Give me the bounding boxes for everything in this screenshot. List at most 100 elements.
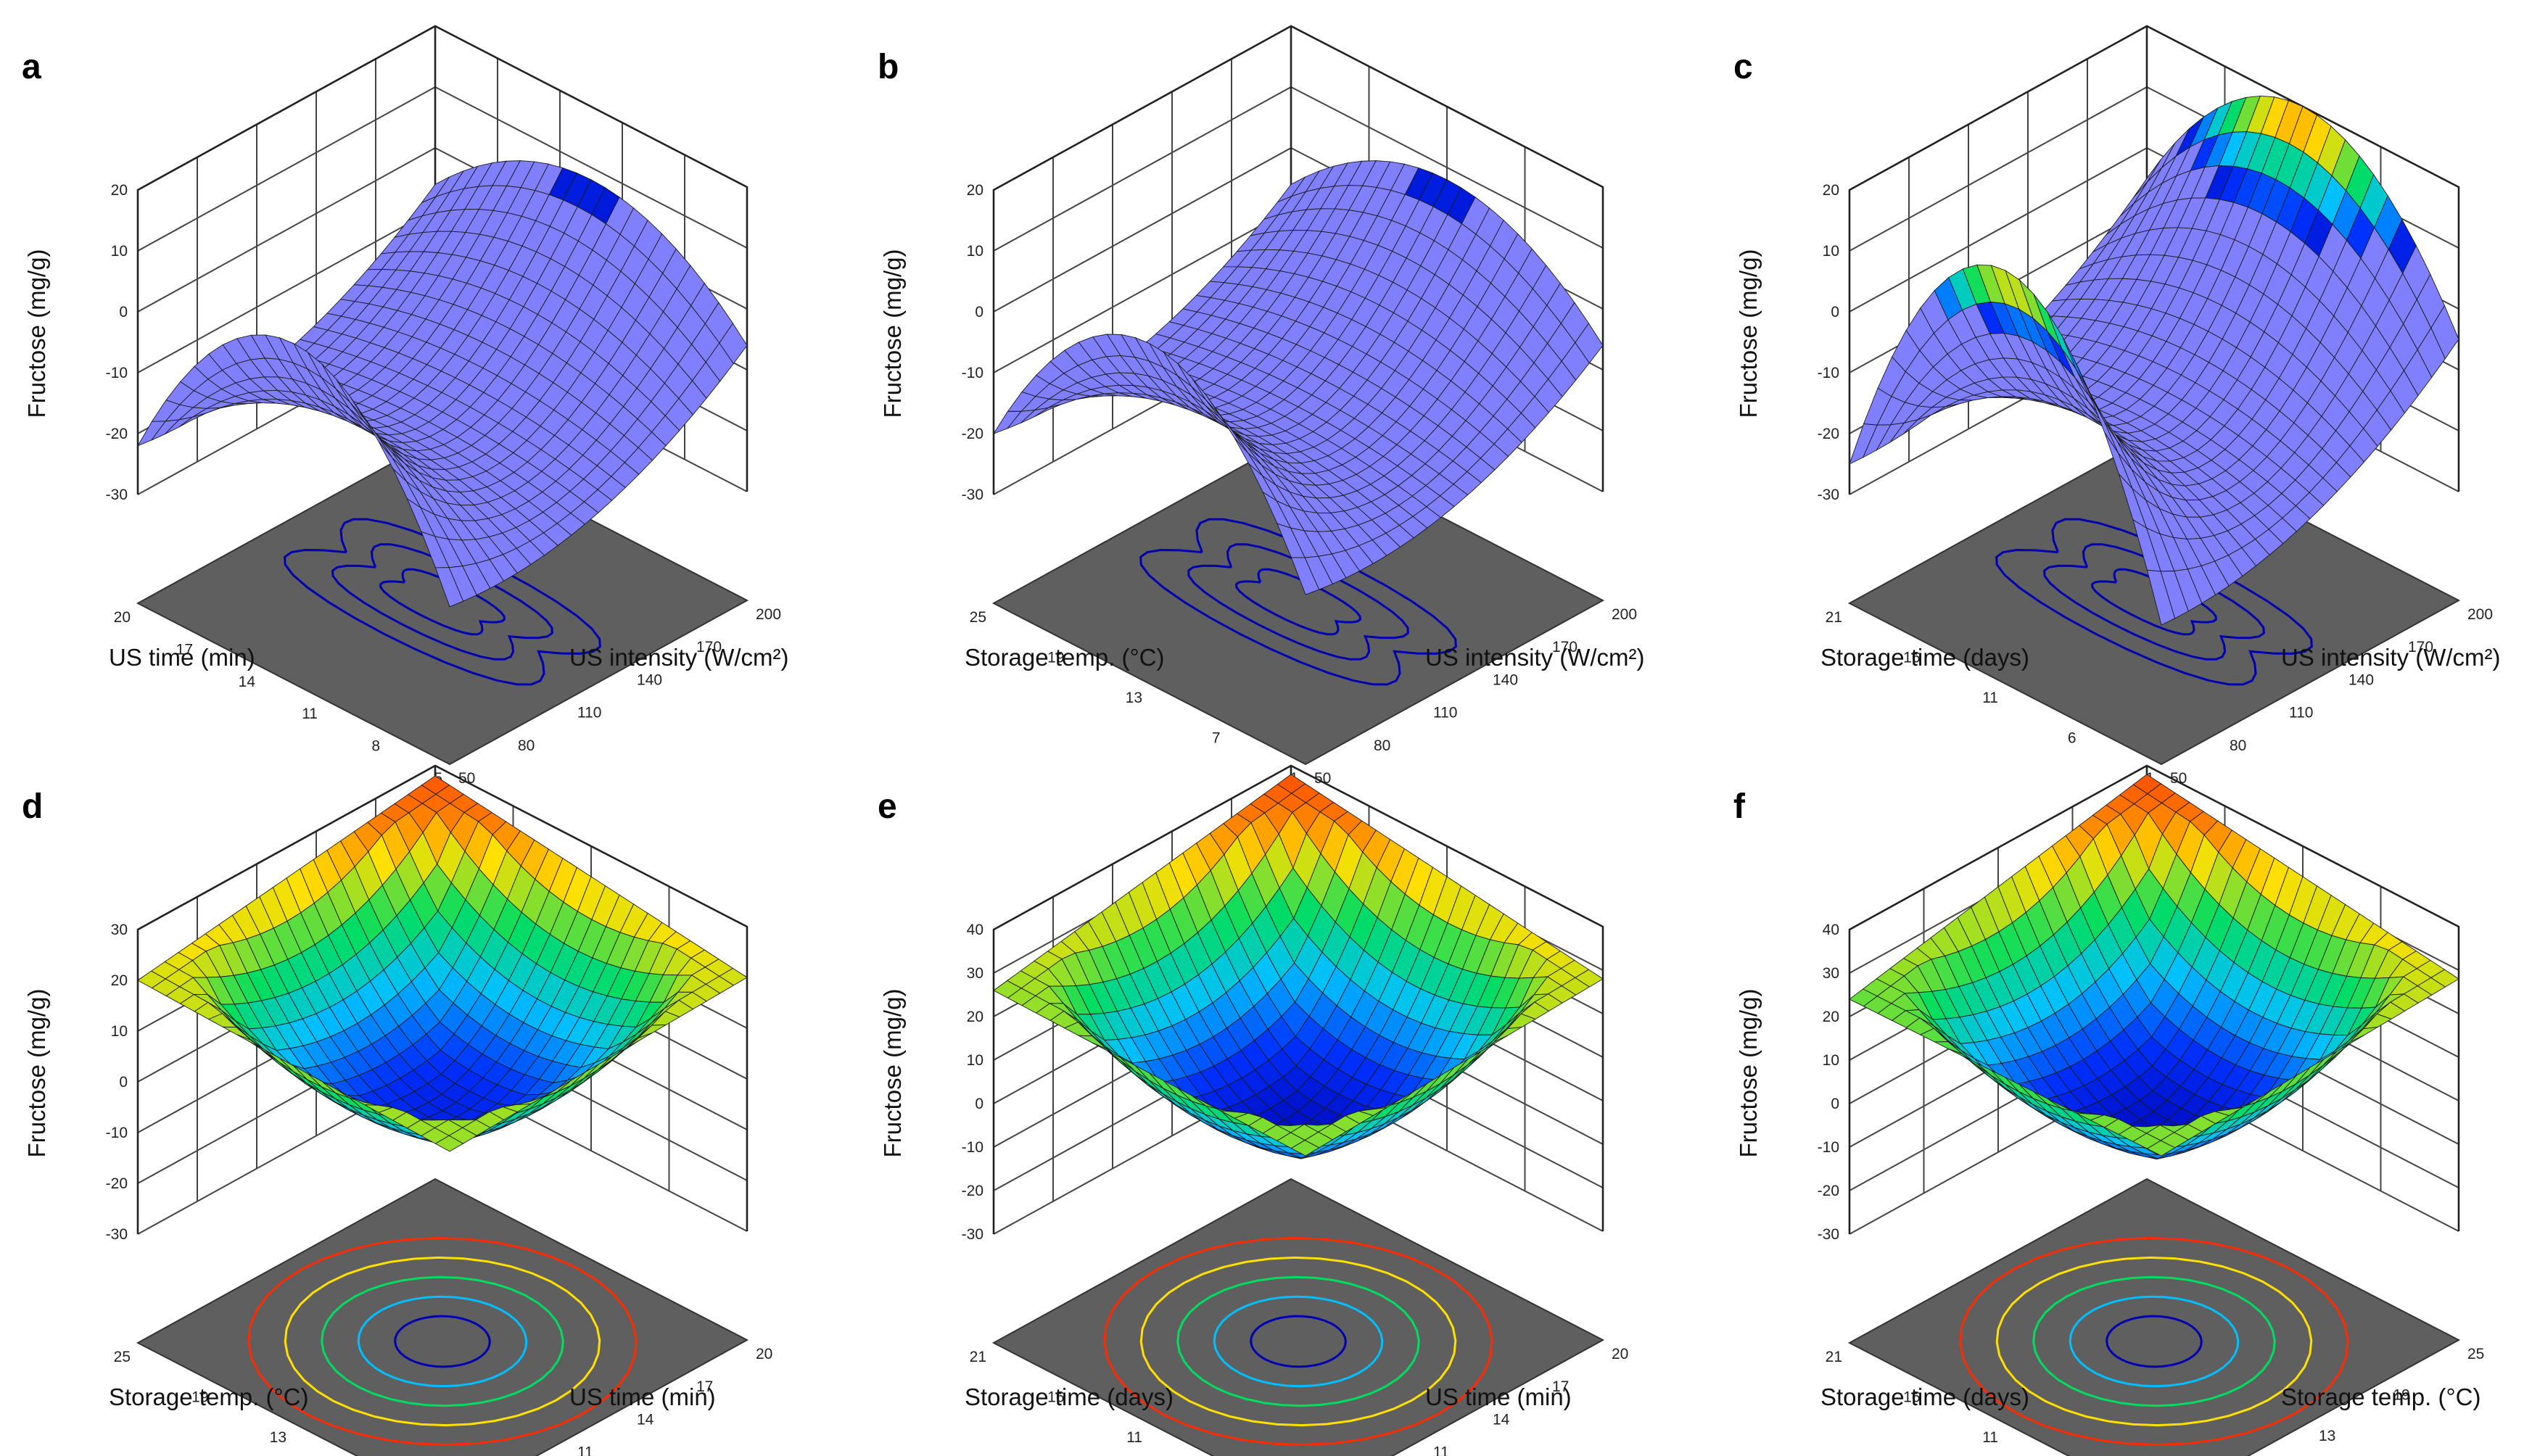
y-tick-label: 50 [458, 770, 475, 787]
z-tick-label: 30 [1823, 965, 1839, 982]
y-tick-label: 110 [2289, 705, 2313, 721]
y-tick-label: 200 [756, 606, 781, 623]
z-tick-label: -20 [106, 1175, 128, 1192]
z-tick-label: 20 [967, 182, 983, 199]
y-axis-label: US intensity (W/cm²) [2281, 644, 2501, 671]
z-axis-label: Fructose (mg/g) [1735, 989, 1762, 1158]
z-axis-label: Fructose (mg/g) [23, 989, 50, 1158]
z-tick-label: -30 [1818, 487, 1839, 503]
z-tick-label: 10 [967, 1052, 983, 1069]
y-tick-label: 110 [577, 705, 601, 721]
contour-line [331, 543, 553, 661]
z-tick-label: 40 [1823, 922, 1839, 938]
panel-f: -30-20-100102030401611162117131925fFruct… [1733, 764, 2484, 1456]
z-tick-label: -30 [1818, 1226, 1839, 1243]
y-tick-label: 170 [696, 639, 722, 655]
z-tick-label: 30 [111, 922, 128, 938]
y-axis-label: US intensity (W/cm²) [569, 644, 789, 671]
contour-line [1235, 568, 1361, 636]
x-axis-label: Storage temp. (°C) [109, 1383, 308, 1410]
z-tick-label: 20 [111, 972, 128, 989]
x-axis-label: US time (min) [109, 644, 255, 671]
y-axis-label: US time (min) [569, 1383, 716, 1410]
x-axis-label: Storage temp. (°C) [965, 644, 1164, 671]
y-axis-label: US time (min) [1425, 1383, 1572, 1410]
panel-letter: f [1733, 787, 1746, 826]
grid-line [1849, 25, 2459, 191]
y-tick-label: 80 [1374, 737, 1390, 754]
z-tick-label: -30 [962, 1226, 983, 1243]
panel-c: -30-20-1001020161116215080110140170200cF… [1733, 25, 2501, 787]
panel-e: -30-20-10010203040161116215811141720eFru… [878, 764, 1628, 1456]
contour-floor [136, 1178, 749, 1456]
z-tick-label: -10 [1818, 1139, 1839, 1156]
y-tick-label: 200 [2467, 606, 2493, 623]
grid-line [137, 25, 748, 191]
x-tick-label: 25 [114, 1349, 131, 1365]
z-tick-label: 30 [967, 965, 983, 982]
panel-b: -30-20-1001020171319255080110140170200bF… [878, 25, 1645, 787]
z-tick-label: 40 [967, 922, 983, 938]
z-tick-label: 0 [975, 304, 983, 320]
surface-mesh [137, 775, 748, 1152]
z-tick-label: 20 [1823, 1009, 1839, 1025]
z-axis-label: Fructose (mg/g) [1735, 249, 1762, 418]
surface-mesh [136, 160, 748, 608]
x-tick-label: 11 [302, 706, 318, 722]
y-tick-label: 80 [518, 737, 535, 754]
surface-mesh [992, 160, 1604, 595]
x-axis-label: Storage time (days) [965, 1383, 1174, 1410]
y-tick-label: 20 [756, 1346, 772, 1362]
surface-mesh [993, 774, 1604, 1159]
y-axis-label: Storage temp. (°C) [2281, 1383, 2480, 1410]
z-tick-label: -30 [106, 487, 128, 503]
x-tick-label: 17 [176, 641, 193, 658]
x-tick-label: 25 [970, 609, 986, 626]
z-tick-label: 10 [967, 243, 983, 260]
z-tick-label: 0 [119, 304, 128, 320]
x-tick-label: 6 [2068, 730, 2076, 747]
z-tick-label: -20 [106, 426, 128, 442]
contour-line [284, 518, 601, 686]
x-tick-label: 13 [270, 1429, 286, 1446]
z-tick-label: -10 [106, 365, 128, 381]
z-tick-label: 20 [111, 182, 128, 199]
surface-cell [434, 567, 464, 608]
contour-line [1187, 543, 1409, 661]
y-tick-label: 140 [2348, 671, 2374, 688]
z-axis-label: Fructose (mg/g) [879, 989, 906, 1158]
grid-line [993, 25, 1604, 191]
x-tick-label: 8 [371, 738, 380, 755]
z-tick-label: -30 [962, 487, 983, 503]
x-tick-label: 11 [1126, 1429, 1142, 1446]
panel-letter: e [878, 787, 897, 826]
y-tick-label: 200 [1612, 606, 1637, 623]
z-tick-label: -30 [106, 1226, 128, 1243]
panel-d: -30-20-100102030171319255811141720dFruct… [22, 764, 772, 1456]
y-tick-label: 14 [637, 1411, 654, 1428]
x-tick-label: 20 [114, 609, 131, 626]
z-tick-label: 10 [1823, 1052, 1839, 1069]
x-tick-label: 13 [1126, 690, 1142, 706]
z-tick-label: -20 [1818, 1183, 1839, 1199]
x-axis-label: Storage time (days) [1820, 644, 2029, 671]
z-tick-label: 0 [975, 1096, 983, 1112]
y-tick-label: 80 [2230, 737, 2246, 754]
x-tick-label: 11 [1982, 690, 1998, 706]
x-axis-label: Storage time (days) [1820, 1383, 2029, 1410]
y-tick-label: 13 [2319, 1428, 2335, 1444]
z-tick-label: 0 [1831, 1096, 1839, 1112]
contour-line [379, 568, 506, 636]
y-axis-label: US intensity (W/cm²) [1425, 644, 1645, 671]
z-tick-label: -10 [962, 1139, 983, 1156]
panel-letter: b [878, 48, 899, 86]
z-tick-label: 20 [967, 1009, 983, 1025]
contour-floor [1847, 1178, 2461, 1456]
z-tick-label: 0 [1831, 304, 1839, 320]
surface-mesh [1849, 95, 2459, 626]
x-tick-label: 21 [1826, 1349, 1842, 1365]
contour-line [1139, 518, 1457, 686]
panel-letter: d [22, 787, 43, 826]
y-tick-label: 11 [1433, 1444, 1449, 1456]
